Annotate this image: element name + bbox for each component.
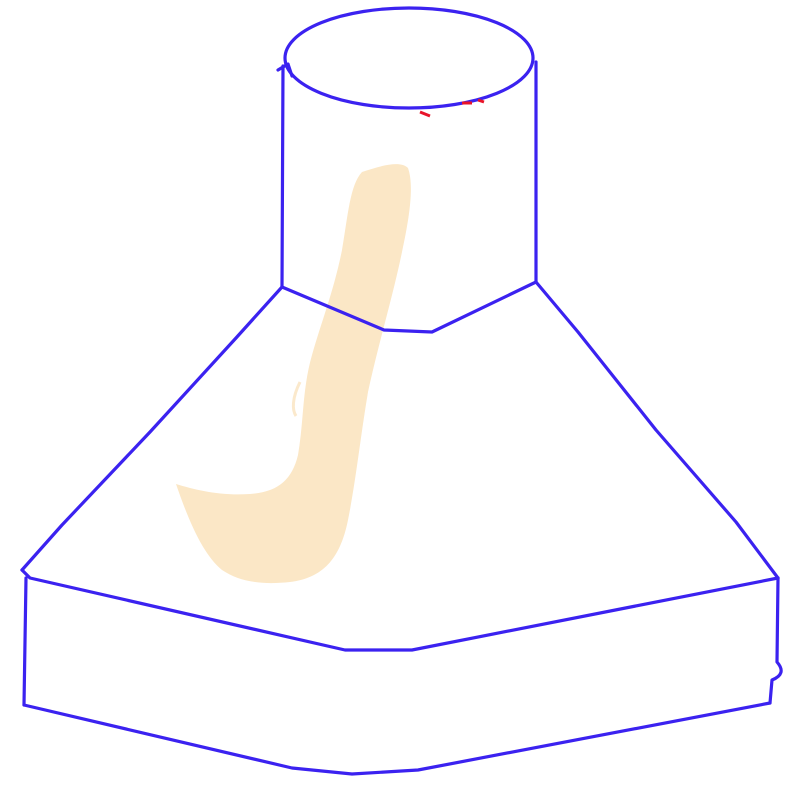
shoulder: [20, 280, 780, 580]
base-top-edge: [20, 568, 780, 652]
red-mark: [419, 98, 485, 118]
highlight-inner-mark: [291, 381, 302, 417]
neck-bottom-rim: [280, 280, 538, 334]
shoulder-right-edge: [534, 280, 780, 580]
shoulder-left-edge: [20, 285, 284, 572]
base-bottom-edge: [22, 701, 772, 776]
base-right-side: [768, 576, 783, 705]
neck: [280, 60, 538, 334]
neck-top-tick: [276, 62, 294, 78]
base-left-side: [22, 576, 28, 707]
highlight-fill: [176, 164, 411, 584]
neck-left-side: [280, 64, 285, 289]
neck-top: [276, 6, 535, 118]
base: [20, 568, 783, 776]
neck-top-ellipse: [283, 6, 535, 110]
highlight-stroke: [176, 164, 411, 584]
